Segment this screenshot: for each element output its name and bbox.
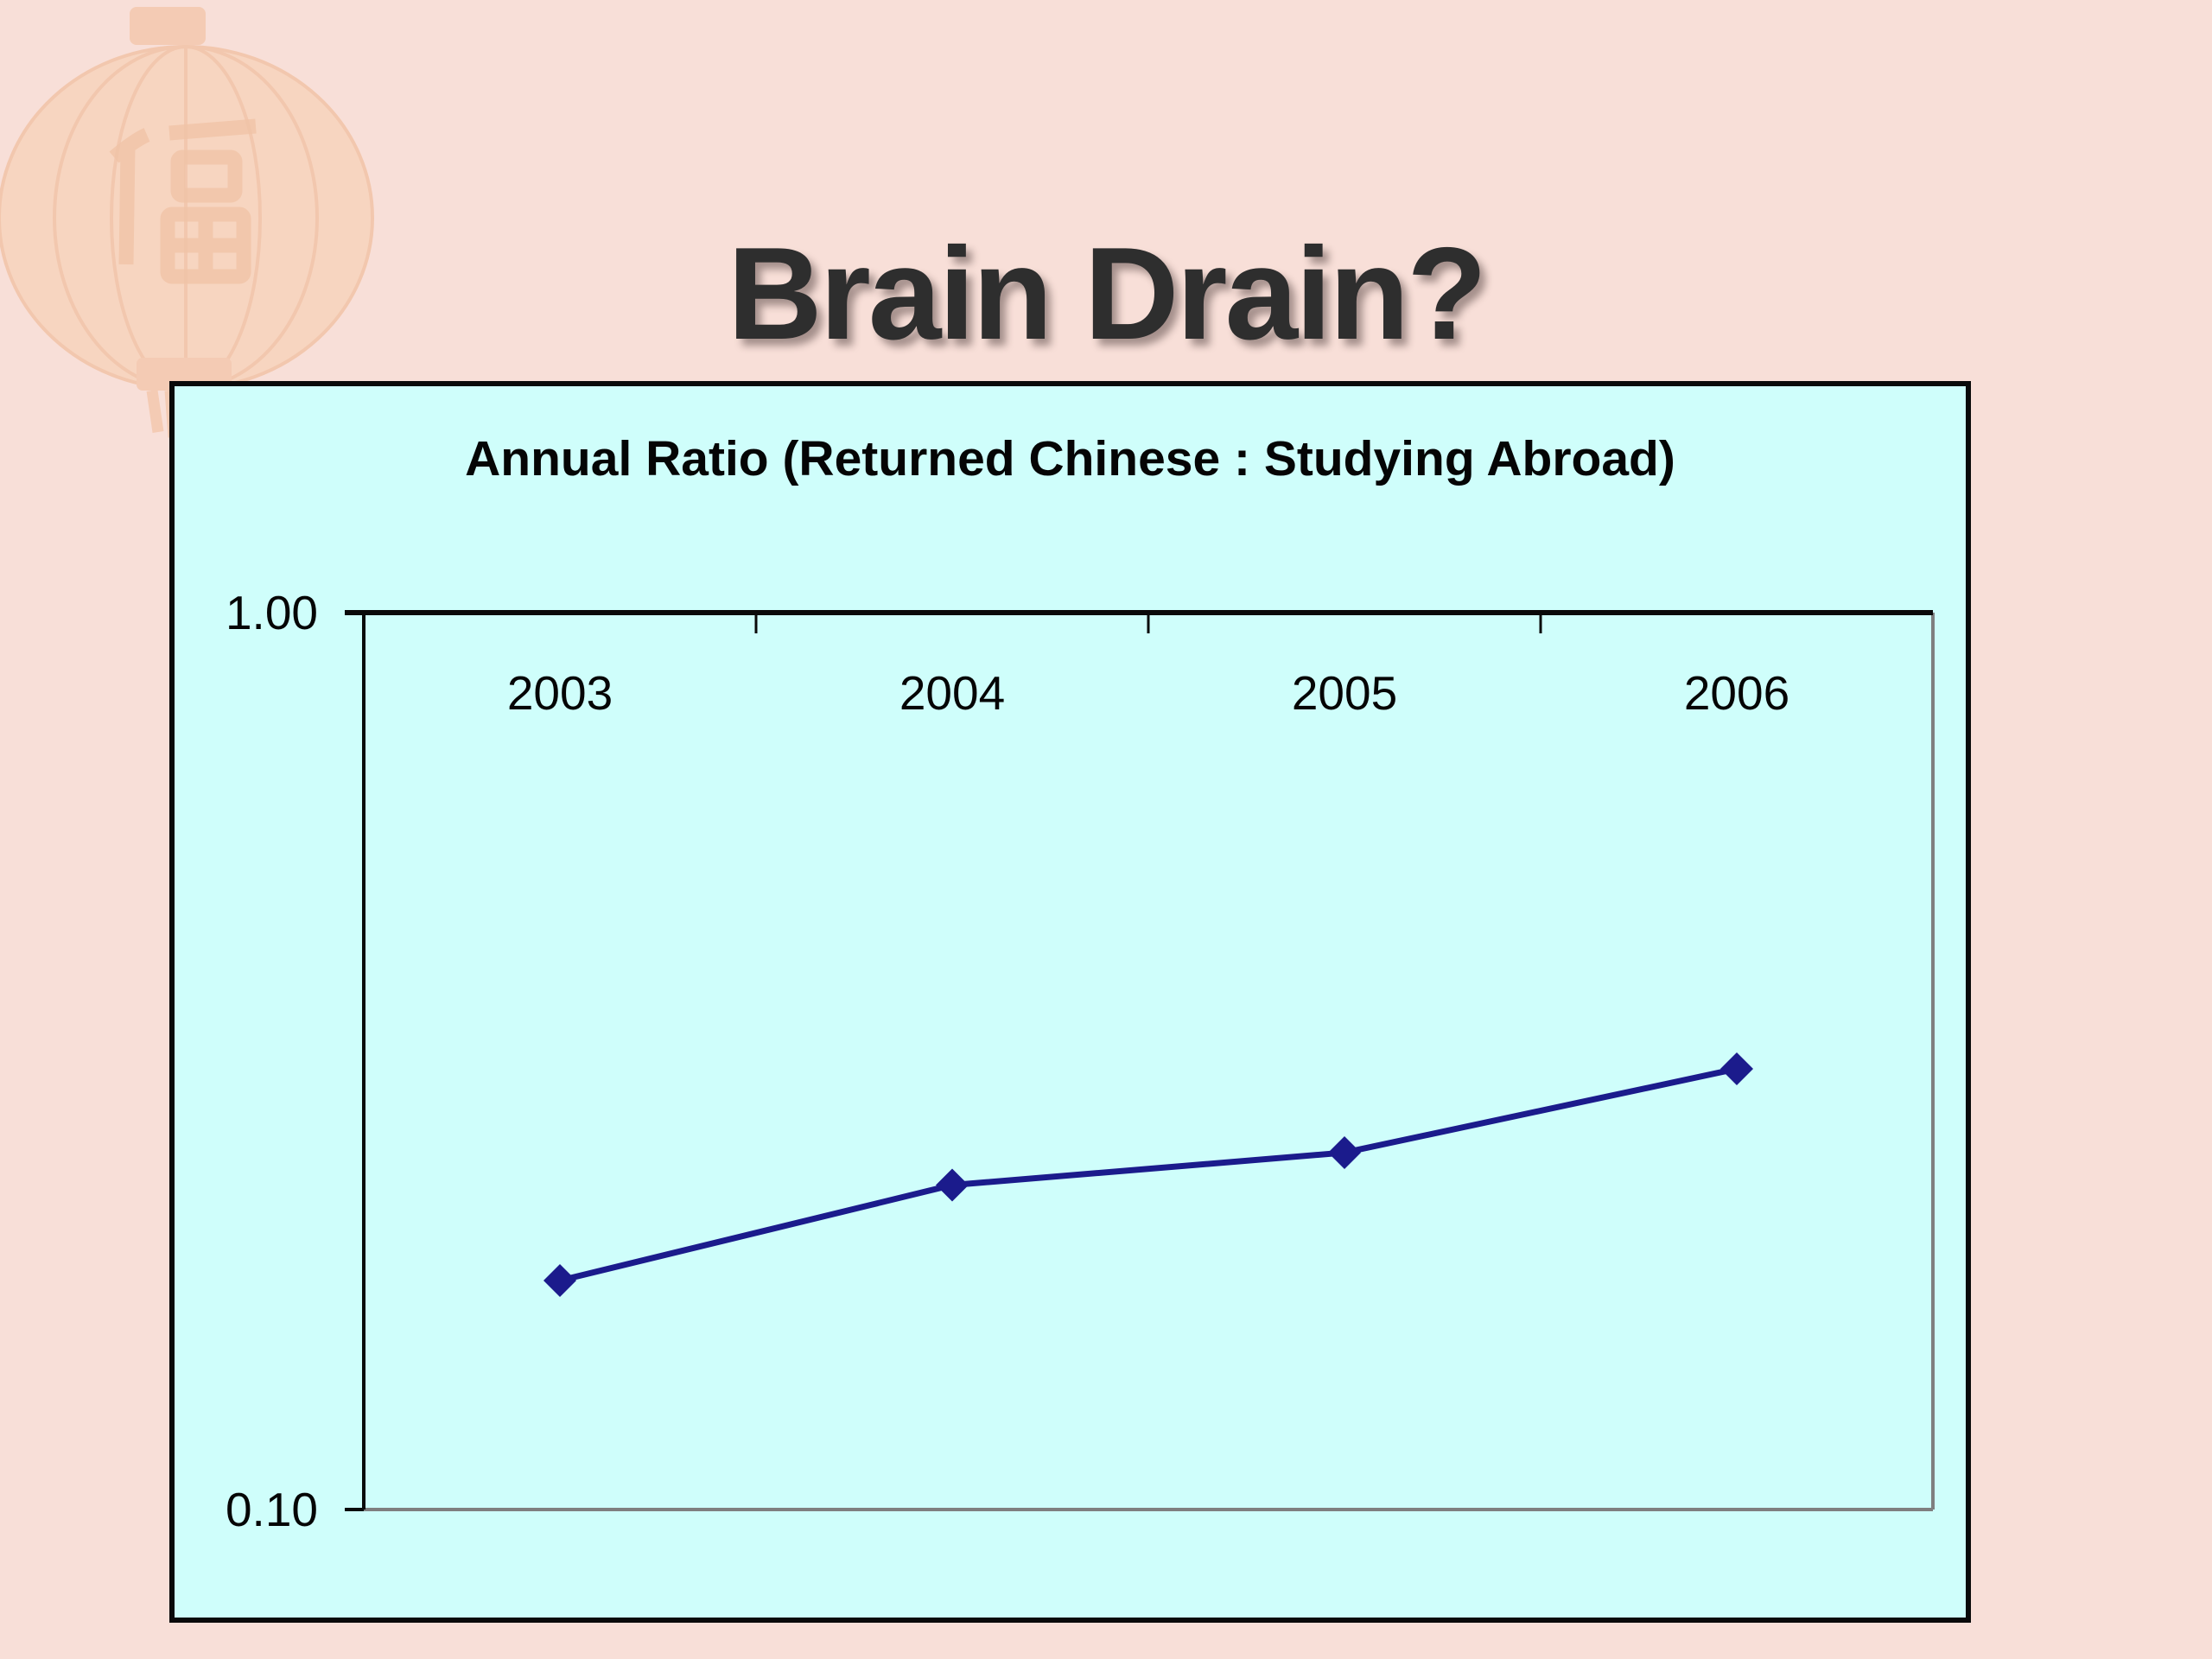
plot-area: 2003 2004 2005 2006 [345,610,1935,1511]
x-axis-label-2004: 2004 [899,666,1005,720]
series-line [559,1065,1738,1284]
x-axis-label-2003: 2003 [507,666,613,720]
chart-panel: Annual Ratio (Returned Chinese : Studyin… [169,381,1971,1623]
data-point-2006 [1720,1052,1753,1085]
data-point-2005 [1328,1135,1361,1169]
slide-title: Brain Drain? [727,219,1487,367]
data-point-2003 [543,1264,576,1298]
chart-title: Annual Ratio (Returned Chinese : Studyin… [465,431,1675,486]
x-axis-label-2005: 2005 [1292,666,1397,720]
data-point-2004 [936,1168,969,1202]
chinese-lantern-icon [0,7,374,441]
x-axis-label-2006: 2006 [1684,666,1789,720]
y-axis-label-bottom: 0.10 [225,1483,318,1536]
y-axis-label-top: 1.00 [225,586,318,639]
